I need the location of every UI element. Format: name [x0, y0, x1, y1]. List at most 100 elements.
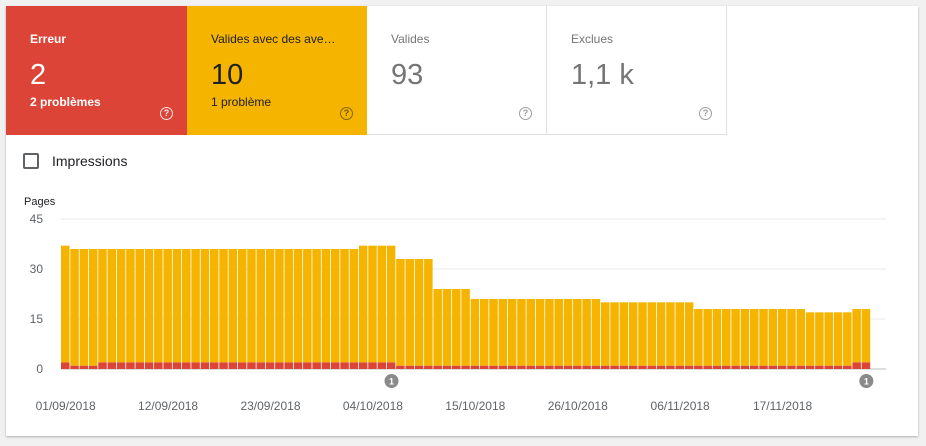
bar-segment	[358, 245, 368, 363]
annotation-marker	[384, 374, 399, 388]
bar-segment	[805, 312, 815, 366]
bar-segment	[98, 249, 107, 363]
bar-segment	[396, 259, 405, 366]
bar-segment	[424, 365, 433, 369]
bar-segment	[777, 309, 787, 366]
bar-segment	[833, 312, 843, 366]
bar-segment	[107, 249, 117, 363]
bar-segment	[601, 302, 610, 366]
bar-segment	[116, 362, 126, 369]
bar-segment	[601, 365, 610, 369]
bar-segment	[861, 362, 871, 369]
bar-segment	[275, 362, 284, 369]
bar-segment	[628, 365, 638, 369]
bar-segment	[331, 362, 340, 369]
y-tick-label: 30	[30, 262, 44, 276]
excluded-tile-value: 1,1 k	[571, 59, 634, 91]
bar-segment	[79, 249, 89, 366]
help-icon[interactable]: ?	[699, 107, 712, 120]
bar-segment	[573, 365, 582, 369]
bar-segment	[656, 302, 666, 366]
bar-segment	[265, 249, 275, 363]
x-tick-label: 04/10/2018	[343, 399, 403, 413]
bar-segment	[349, 249, 359, 363]
bar-segment	[610, 365, 619, 369]
bar-segment	[815, 365, 824, 369]
bar-segment	[61, 362, 70, 369]
x-tick-label: 26/10/2018	[548, 399, 608, 413]
bar-segment	[731, 365, 740, 369]
bar-segment	[237, 249, 247, 363]
bar-segment	[666, 302, 675, 366]
bar-segment	[805, 365, 815, 369]
bar-segment	[545, 365, 554, 369]
bar-segment	[154, 362, 163, 369]
bar-segment	[191, 249, 200, 363]
bar-segment	[452, 289, 461, 366]
error-tile-issues: 2 problèmes	[30, 95, 101, 109]
bar-segment	[479, 365, 489, 369]
bar-segment	[843, 365, 852, 369]
bar-segment	[647, 365, 657, 369]
bar-segment	[656, 365, 666, 369]
valid-tile[interactable]: Valides 93 ?	[367, 6, 547, 135]
bar-segment	[461, 365, 470, 369]
x-tick-label: 01/09/2018	[36, 399, 96, 413]
bar-segment	[740, 309, 750, 366]
y-axis-title: Pages	[24, 196, 56, 208]
bar-segment	[396, 365, 405, 369]
bar-segment	[340, 362, 349, 369]
bar-segment	[135, 249, 144, 363]
bar-segment	[749, 365, 759, 369]
x-tick-label: 15/10/2018	[445, 399, 505, 413]
bar-segment	[535, 299, 545, 366]
bar-segment	[573, 299, 582, 366]
bar-segment	[126, 249, 135, 363]
bar-segment	[666, 365, 675, 369]
bar-segment	[377, 245, 387, 363]
bar-segment	[368, 362, 377, 369]
bar-segment	[824, 312, 833, 366]
bar-segment	[135, 362, 144, 369]
bar-segment	[182, 249, 191, 363]
help-icon[interactable]: ?	[340, 107, 353, 120]
bar-segment	[312, 362, 321, 369]
x-tick-label: 12/09/2018	[138, 399, 198, 413]
bar-segment	[777, 365, 787, 369]
bar-segment	[479, 299, 489, 366]
bar-segment	[312, 249, 321, 363]
bar-segment	[293, 362, 303, 369]
bar-segment	[749, 309, 759, 366]
bar-segment	[526, 365, 536, 369]
bar-segment	[284, 362, 293, 369]
bar-segment	[582, 299, 591, 366]
help-icon[interactable]: ?	[160, 107, 173, 120]
bar-segment	[61, 245, 70, 363]
bar-segment	[545, 299, 554, 366]
help-icon[interactable]: ?	[519, 107, 532, 120]
bar-segment	[209, 362, 219, 369]
impressions-checkbox[interactable]	[23, 153, 39, 169]
bar-segment	[386, 245, 396, 363]
bar-segment	[256, 362, 266, 369]
bar-segment	[461, 289, 470, 366]
error-tile-label: Erreur	[30, 32, 67, 46]
excluded-tile[interactable]: Exclues 1,1 k ?	[547, 6, 727, 135]
bar-segment	[405, 259, 414, 366]
bar-segment	[768, 309, 778, 366]
warning-tile[interactable]: Valides avec des ave… 10 1 problème ?	[187, 6, 367, 135]
bar-segment	[703, 309, 712, 366]
bar-segment	[507, 365, 517, 369]
bar-segment	[712, 309, 722, 366]
bar-segment	[414, 365, 424, 369]
bar-segment	[591, 365, 601, 369]
coverage-card: Erreur 2 2 problèmes ? Valides avec des …	[6, 6, 918, 436]
error-tile[interactable]: Erreur 2 2 problèmes ?	[6, 6, 187, 135]
bar-segment	[843, 312, 852, 366]
bar-segment	[563, 299, 573, 366]
bar-segment	[563, 365, 573, 369]
bar-segment	[684, 365, 694, 369]
x-tick-label: 23/09/2018	[240, 399, 300, 413]
impressions-toggle[interactable]: Impressions	[23, 151, 127, 171]
bar-segment	[498, 299, 508, 366]
